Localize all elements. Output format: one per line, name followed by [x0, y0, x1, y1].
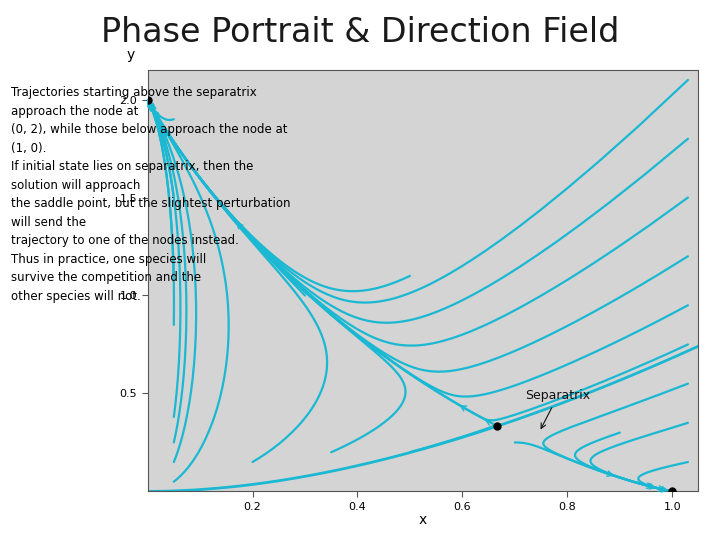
Text: Trajectories starting above the separatrix
approach the node at
(0, 2), while th: Trajectories starting above the separatr…: [11, 86, 290, 303]
Y-axis label: y: y: [127, 48, 135, 62]
X-axis label: x: x: [419, 513, 427, 527]
Text: Phase Portrait & Direction Field: Phase Portrait & Direction Field: [101, 16, 619, 49]
Text: Separatrix: Separatrix: [526, 389, 590, 428]
